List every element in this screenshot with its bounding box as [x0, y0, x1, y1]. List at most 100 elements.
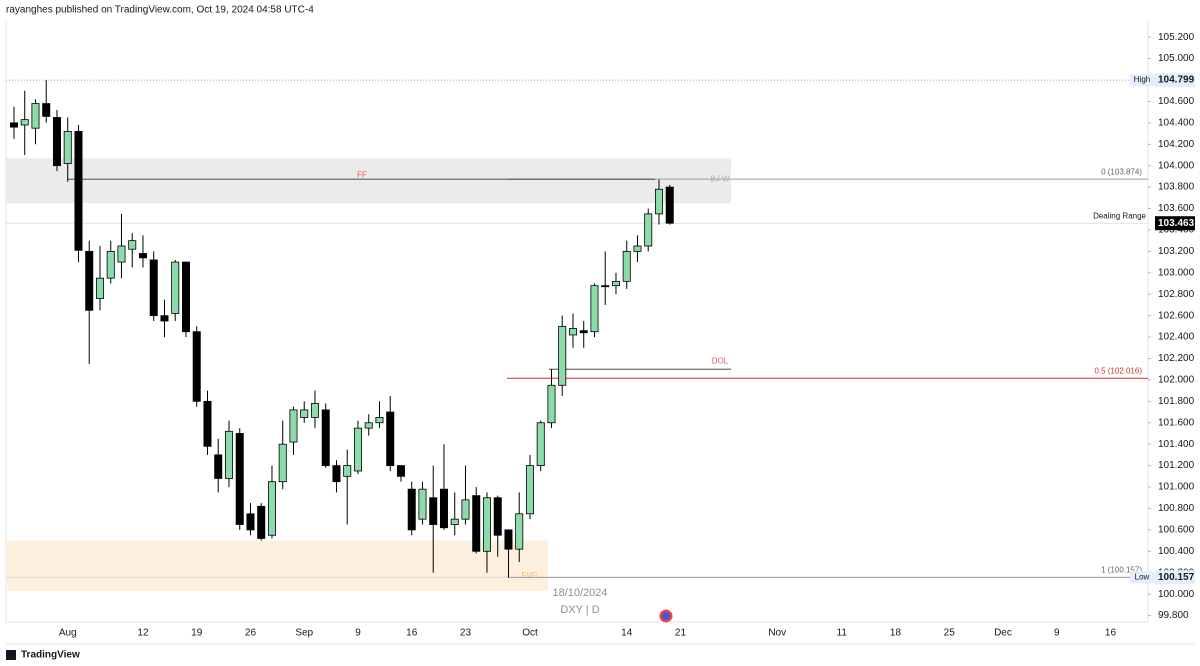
candle-body	[106, 250, 115, 279]
y-tick-label: 102.200	[1158, 353, 1195, 364]
x-tick-label: 26	[245, 628, 257, 639]
x-tick-label: 25	[944, 628, 956, 639]
y-tick-label: 104.400	[1158, 117, 1195, 128]
candle-body	[590, 285, 599, 333]
x-tick-label: Aug	[59, 628, 77, 639]
y-tick-label: 100.800	[1158, 503, 1195, 514]
y-tick-label: 102.400	[1158, 332, 1195, 343]
candle-body	[117, 245, 126, 263]
candle-body	[203, 400, 212, 447]
candle-body	[429, 497, 438, 525]
candle-body	[343, 465, 352, 477]
candle-body	[396, 465, 405, 477]
y-tick-label: 101.000	[1158, 482, 1195, 493]
candle-body	[160, 315, 169, 322]
y-tick-label: 99.800	[1158, 610, 1189, 621]
candle-body	[85, 250, 94, 311]
price-tag-name: Low	[1135, 572, 1150, 581]
x-tick-label: Sep	[295, 628, 313, 639]
candle-body	[235, 433, 244, 525]
price-tag-name-box	[1130, 571, 1155, 584]
candle-body	[568, 328, 577, 336]
price-tag-box	[1155, 216, 1195, 231]
candle-body	[31, 103, 40, 129]
price-tag-box	[1155, 570, 1195, 585]
y-tick-label: 103.000	[1158, 267, 1195, 278]
footer: TradingView	[21, 650, 80, 661]
level-label: 0.5 (102.016)	[1094, 366, 1142, 375]
y-tick-label: 101.600	[1158, 417, 1195, 428]
candle-body	[579, 330, 588, 334]
candle-body	[644, 213, 653, 247]
x-tick-label: 9	[1054, 628, 1060, 639]
y-tick-label: 102.800	[1158, 289, 1195, 300]
x-tick-label: 9	[355, 628, 361, 639]
candle-body	[665, 186, 674, 224]
x-tick-label: 12	[137, 628, 149, 639]
candle-body	[504, 529, 513, 550]
watermark-symbol: DXY | D	[560, 604, 599, 616]
candle-body	[439, 488, 448, 529]
candle-body	[214, 454, 223, 479]
x-tick-label: 14	[621, 628, 633, 639]
candle-body	[472, 495, 481, 552]
y-tick-label: 104.200	[1158, 139, 1195, 150]
candle-body	[289, 409, 298, 443]
candle-body	[278, 443, 287, 483]
candle-body	[171, 261, 180, 314]
candle-body	[128, 240, 137, 250]
x-tick-label: 23	[460, 628, 472, 639]
y-tick-label: 103.200	[1158, 246, 1195, 257]
price-tag-name: Dealing Range	[1093, 211, 1146, 220]
candle-body	[450, 518, 459, 525]
candle-body	[482, 497, 491, 552]
y-tick-label: 105.000	[1158, 53, 1195, 64]
candle-body	[300, 409, 309, 418]
zone	[6, 158, 731, 204]
candle-body	[622, 250, 631, 282]
x-tick-label: Oct	[522, 628, 538, 639]
x-tick-label: 21	[675, 628, 687, 639]
candle-body	[267, 481, 276, 536]
candle-body	[461, 499, 470, 520]
y-tick-label: 100.600	[1158, 525, 1195, 536]
annotation-label: BJ W	[710, 174, 730, 183]
x-tick-label: 11	[837, 628, 848, 639]
y-tick-label: 103.600	[1158, 203, 1195, 214]
candle-body	[332, 465, 341, 483]
candle-body	[63, 131, 72, 164]
price-tag-name-box	[1130, 74, 1155, 87]
level-label: 0 (103.874)	[1101, 167, 1142, 176]
candle-body	[633, 245, 642, 252]
y-tick-label: 100.400	[1158, 546, 1195, 557]
zone-label: FF	[357, 170, 367, 179]
candle-body	[364, 422, 373, 429]
candle-body	[353, 427, 362, 472]
candle-body	[20, 119, 29, 126]
price-tag-value: 103.463	[1158, 218, 1195, 229]
x-tick-label: Nov	[768, 628, 786, 639]
candle-body	[310, 403, 319, 418]
candle-body	[386, 411, 395, 467]
candle-body	[536, 422, 545, 467]
y-tick-label: 103.800	[1158, 182, 1195, 193]
candle-body	[407, 488, 416, 531]
y-tick-label: 101.800	[1158, 396, 1195, 407]
flag-icon	[662, 612, 670, 620]
candle-body	[493, 497, 502, 536]
candle-body	[138, 253, 147, 259]
candle-body	[224, 430, 233, 479]
candle-body	[149, 259, 158, 317]
y-tick-label: 102.000	[1158, 375, 1195, 386]
candle-body	[525, 465, 534, 515]
candle-body	[95, 277, 104, 299]
level-label: 1 (100.157)	[1101, 565, 1142, 574]
candle-body	[192, 331, 201, 402]
zone-label: FVG	[522, 571, 538, 580]
y-tick-label: 101.400	[1158, 439, 1195, 450]
x-tick-label: 16	[1105, 628, 1117, 639]
x-tick-label: Dec	[994, 628, 1012, 639]
y-tick-label: 102.600	[1158, 310, 1195, 321]
